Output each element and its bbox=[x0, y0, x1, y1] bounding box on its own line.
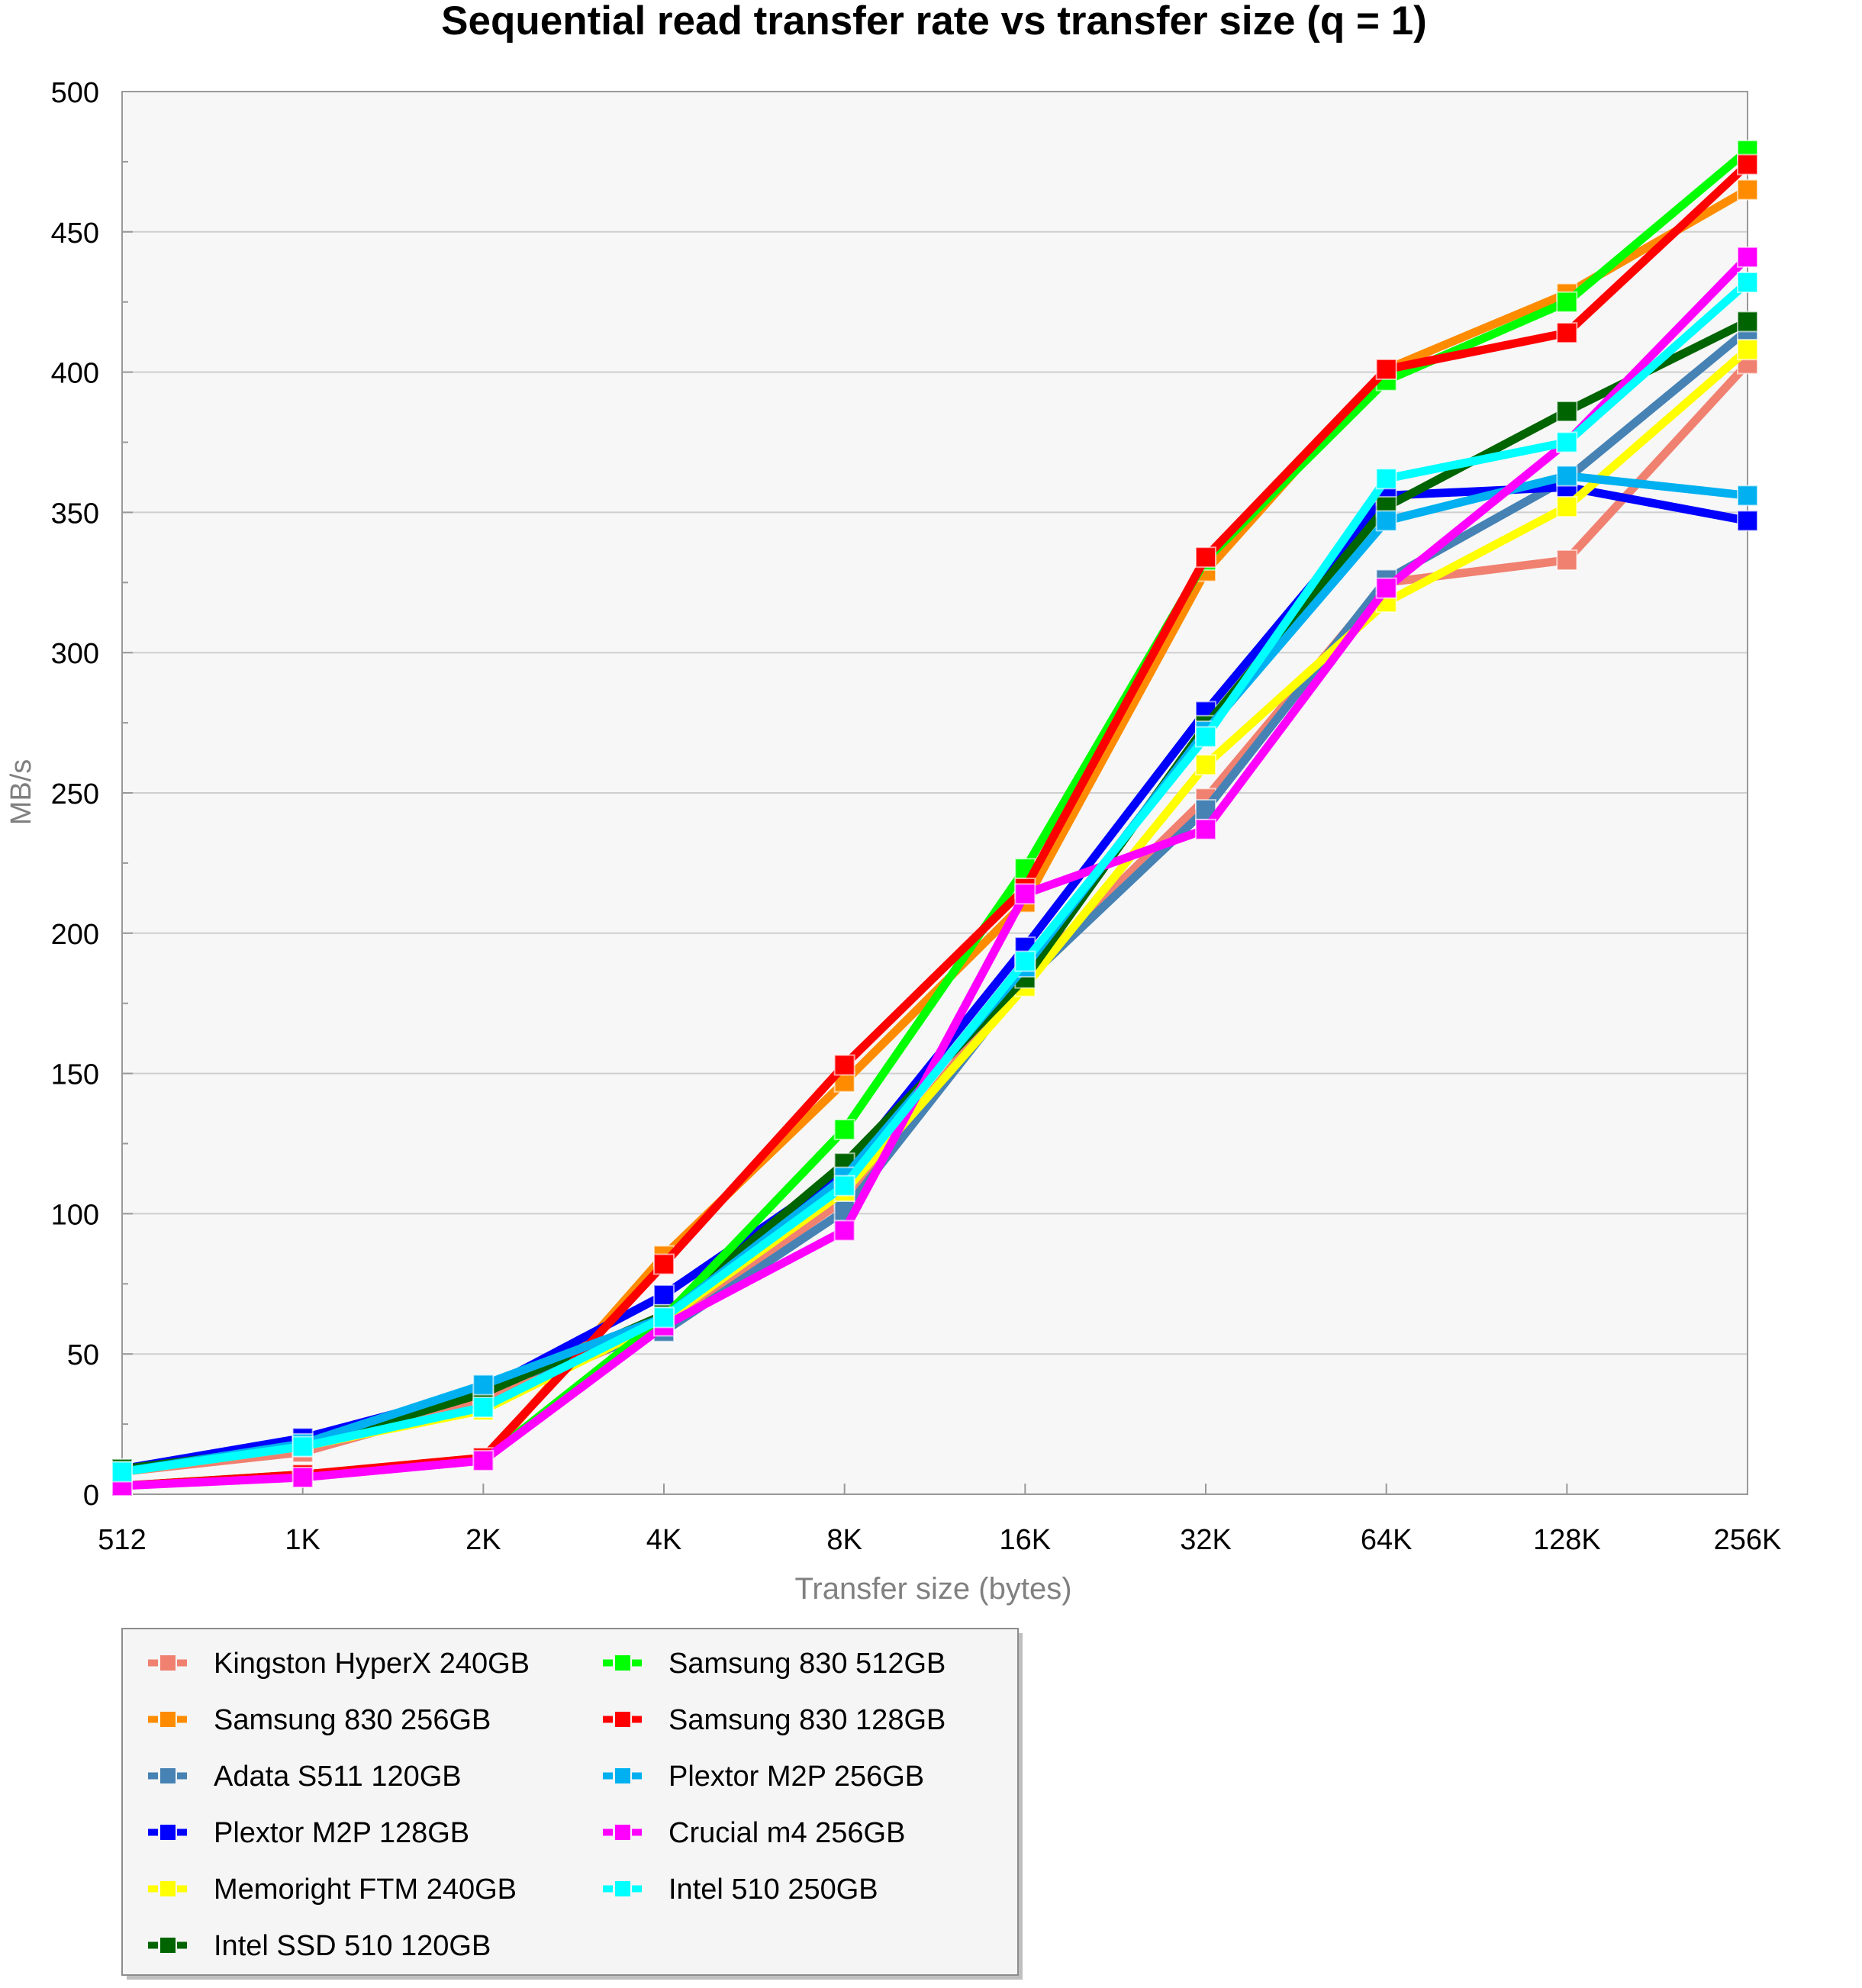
legend-box bbox=[121, 1628, 1019, 1976]
series-marker bbox=[292, 1435, 314, 1458]
series-marker bbox=[1014, 950, 1036, 972]
y-tick-label: 500 bbox=[51, 77, 99, 109]
series-marker bbox=[653, 1284, 675, 1307]
series-marker bbox=[653, 1307, 675, 1329]
series-marker bbox=[1014, 883, 1036, 905]
series-marker bbox=[1195, 818, 1216, 840]
legend-label: Samsung 830 256GB bbox=[214, 1704, 491, 1736]
series-marker bbox=[1195, 726, 1216, 748]
plot-frame bbox=[121, 91, 1748, 1495]
series-marker bbox=[1737, 485, 1758, 507]
x-tick-label: 1K bbox=[285, 1524, 320, 1556]
series-marker bbox=[1556, 322, 1578, 344]
series-marker bbox=[472, 1449, 494, 1471]
series-marker bbox=[653, 1253, 675, 1275]
y-tick-label: 200 bbox=[51, 919, 99, 951]
y-tick-label: 400 bbox=[51, 358, 99, 390]
series-marker bbox=[1737, 510, 1758, 532]
x-tick-label: 8K bbox=[826, 1524, 862, 1556]
series-marker bbox=[292, 1466, 314, 1488]
legend-label: Kingston HyperX 240GB bbox=[214, 1648, 530, 1680]
series-marker bbox=[1375, 468, 1397, 490]
y-tick-label: 0 bbox=[83, 1480, 99, 1512]
series-marker bbox=[1556, 401, 1578, 423]
series-marker bbox=[1737, 179, 1758, 201]
x-tick-label: 16K bbox=[1000, 1524, 1052, 1556]
series-marker bbox=[1737, 246, 1758, 268]
series-marker bbox=[1737, 339, 1758, 361]
legend-label: Crucial m4 256GB bbox=[668, 1817, 905, 1849]
legend-label: Plextor M2P 128GB bbox=[214, 1817, 469, 1849]
x-axis-title: Transfer size (bytes) bbox=[794, 1572, 1071, 1606]
series-line bbox=[118, 278, 1752, 1477]
legend-swatch-marker bbox=[160, 1768, 176, 1783]
x-tick-label: 2K bbox=[465, 1524, 501, 1556]
legend-swatch-marker bbox=[160, 1825, 176, 1840]
series-marker bbox=[833, 1054, 855, 1076]
y-tick-label: 450 bbox=[51, 217, 99, 250]
series-marker bbox=[1375, 510, 1397, 532]
legend-label: Adata S511 120GB bbox=[214, 1761, 462, 1793]
series-marker bbox=[1375, 577, 1397, 599]
y-tick-label: 100 bbox=[51, 1199, 99, 1231]
legend-label: Intel 510 250GB bbox=[668, 1874, 878, 1906]
series-marker bbox=[1737, 153, 1758, 176]
series-marker bbox=[833, 1174, 855, 1197]
legend-swatch-marker bbox=[160, 1881, 176, 1896]
legend-label: Samsung 830 128GB bbox=[668, 1704, 945, 1736]
series-marker bbox=[1556, 496, 1578, 518]
series-marker bbox=[1556, 465, 1578, 487]
legend-swatch-marker bbox=[615, 1768, 630, 1783]
chart-title: Sequential read transfer rate vs transfe… bbox=[441, 0, 1427, 43]
x-tick-label: 512 bbox=[98, 1524, 146, 1556]
y-tick-label: 150 bbox=[51, 1059, 99, 1091]
legend-label: Intel SSD 510 120GB bbox=[214, 1930, 491, 1962]
legend-swatch-marker bbox=[615, 1825, 630, 1840]
y-tick-label: 250 bbox=[51, 778, 99, 810]
series-marker bbox=[472, 1397, 494, 1419]
legend-swatch-marker bbox=[615, 1881, 630, 1896]
series-marker bbox=[1556, 291, 1578, 313]
legend-swatch-marker bbox=[160, 1655, 176, 1671]
x-tick-label: 128K bbox=[1533, 1524, 1601, 1556]
series-marker bbox=[1195, 754, 1216, 776]
legend-label: Plextor M2P 256GB bbox=[668, 1761, 924, 1793]
series-marker bbox=[111, 1461, 133, 1483]
x-tick-label: 256K bbox=[1714, 1524, 1782, 1556]
series-marker bbox=[833, 1119, 855, 1141]
legend-swatch-marker bbox=[160, 1938, 176, 1953]
y-tick-label: 350 bbox=[51, 498, 99, 530]
legend-swatch-marker bbox=[615, 1712, 630, 1727]
series-marker bbox=[1737, 311, 1758, 333]
series-marker bbox=[1195, 546, 1216, 569]
x-tick-label: 4K bbox=[646, 1524, 681, 1556]
y-axis-title: MB/s bbox=[5, 759, 37, 826]
legend-swatch-marker bbox=[615, 1655, 630, 1671]
legend-swatch-marker bbox=[160, 1712, 176, 1727]
legend-label: Samsung 830 512GB bbox=[668, 1648, 945, 1680]
x-tick-label: 32K bbox=[1180, 1524, 1232, 1556]
series-marker bbox=[833, 1220, 855, 1242]
x-tick-label: 64K bbox=[1361, 1524, 1413, 1556]
series-marker bbox=[1375, 358, 1397, 380]
y-tick-label: 300 bbox=[51, 638, 99, 670]
series-marker bbox=[1556, 431, 1578, 453]
series-marker bbox=[472, 1374, 494, 1396]
series-line bbox=[118, 253, 1752, 1490]
series-marker bbox=[1737, 271, 1758, 293]
series-marker bbox=[1556, 549, 1578, 571]
y-tick-label: 50 bbox=[67, 1339, 99, 1371]
legend-label: Memoright FTM 240GB bbox=[214, 1874, 517, 1906]
